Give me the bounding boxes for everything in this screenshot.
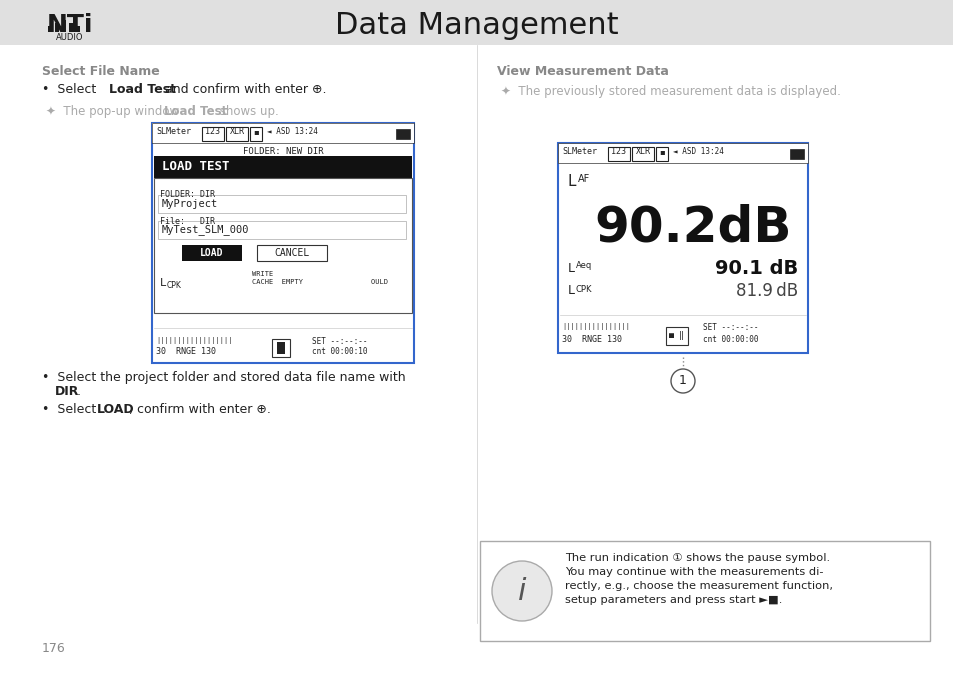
- Text: Data Management: Data Management: [335, 11, 618, 40]
- Text: XLR: XLR: [230, 127, 244, 137]
- Text: 90.1 dB: 90.1 dB: [714, 258, 797, 277]
- Text: , confirm with enter ⊕.: , confirm with enter ⊕.: [129, 403, 271, 416]
- Bar: [607, 147, 629, 161]
- Bar: [226, 127, 248, 141]
- Bar: [202, 127, 224, 141]
- Text: FOLDER: DIR: FOLDER: DIR: [160, 190, 214, 199]
- Bar: [182, 245, 242, 261]
- Text: LOAD TEST: LOAD TEST: [162, 160, 230, 174]
- Text: SLMeter: SLMeter: [156, 127, 191, 137]
- Text: ◄ ASD 13:24: ◄ ASD 13:24: [672, 147, 723, 157]
- Text: 1: 1: [679, 374, 686, 388]
- Bar: [62, 20, 66, 32]
- Bar: [152, 123, 414, 143]
- Text: 30  RNGE 130: 30 RNGE 130: [561, 334, 621, 343]
- Text: •  Select the project folder and stored data file name with: • Select the project folder and stored d…: [42, 371, 405, 384]
- Bar: [656, 147, 667, 161]
- Text: ||||||||||||||||||: ||||||||||||||||||: [156, 337, 233, 345]
- Text: i: i: [517, 577, 526, 606]
- Bar: [395, 129, 410, 139]
- Text: 176: 176: [42, 641, 66, 655]
- Text: L: L: [567, 285, 575, 297]
- Bar: [256, 245, 327, 261]
- FancyBboxPatch shape: [558, 143, 807, 353]
- Bar: [665, 327, 687, 345]
- Text: LOAD: LOAD: [200, 248, 224, 258]
- Circle shape: [670, 369, 695, 393]
- Bar: [250, 127, 262, 141]
- Text: ✦  The pop-up window: ✦ The pop-up window: [46, 105, 183, 118]
- Text: SET --:--:--: SET --:--:--: [312, 336, 367, 345]
- Bar: [76, 26, 80, 32]
- Text: 81.9 dB: 81.9 dB: [735, 282, 797, 300]
- Text: shows up.: shows up.: [215, 105, 278, 118]
- Bar: [558, 143, 807, 163]
- Text: 90.2dB: 90.2dB: [594, 204, 791, 252]
- Text: 123: 123: [205, 127, 220, 137]
- Text: L: L: [567, 262, 575, 275]
- Text: CPK: CPK: [167, 281, 182, 291]
- FancyBboxPatch shape: [479, 541, 929, 641]
- Text: MyTest_SLM_000: MyTest_SLM_000: [162, 225, 250, 236]
- Text: L: L: [160, 278, 166, 288]
- Text: ■ ‖: ■ ‖: [669, 332, 684, 341]
- Text: 123: 123: [611, 147, 626, 157]
- Text: ✦  The previously stored measurement data is displayed.: ✦ The previously stored measurement data…: [500, 85, 840, 98]
- Text: ||||||||||||||||: ||||||||||||||||: [561, 324, 629, 330]
- Bar: [158, 221, 406, 239]
- Text: XLR: XLR: [635, 147, 650, 157]
- Text: 30  RNGE 130: 30 RNGE 130: [156, 347, 215, 355]
- Bar: [153, 178, 412, 313]
- Text: SLMeter: SLMeter: [561, 147, 597, 157]
- Text: cnt 00:00:00: cnt 00:00:00: [702, 334, 758, 343]
- Bar: [789, 149, 803, 159]
- Text: AF: AF: [578, 174, 590, 184]
- Text: cnt 00:00:10: cnt 00:00:10: [312, 347, 367, 355]
- Bar: [276, 342, 285, 354]
- Text: ▪: ▪: [253, 127, 258, 137]
- Text: NTi: NTi: [47, 13, 93, 37]
- Text: LOAD: LOAD: [97, 403, 134, 416]
- FancyBboxPatch shape: [152, 123, 414, 363]
- Bar: [48, 26, 52, 32]
- Text: File:   DIR: File: DIR: [160, 217, 214, 226]
- Bar: [272, 339, 290, 357]
- Text: Load Test: Load Test: [164, 105, 227, 118]
- Text: ◄ ASD 13:24: ◄ ASD 13:24: [267, 127, 317, 137]
- Bar: [152, 123, 414, 143]
- Text: WRITE
CACHE  EMPTY                OULD: WRITE CACHE EMPTY OULD: [252, 271, 388, 285]
- Text: and confirm with enter ⊕.: and confirm with enter ⊕.: [161, 83, 326, 96]
- Bar: [69, 23, 73, 32]
- Bar: [55, 23, 59, 32]
- Bar: [631, 147, 654, 161]
- Text: L: L: [567, 174, 576, 188]
- Text: CANCEL: CANCEL: [274, 248, 310, 258]
- Text: FOLDER: NEW DIR: FOLDER: NEW DIR: [242, 147, 323, 155]
- Text: .: .: [77, 385, 81, 398]
- Text: AUDIO: AUDIO: [56, 32, 84, 42]
- Text: ▪: ▪: [659, 147, 664, 157]
- Text: Select File Name: Select File Name: [42, 65, 159, 78]
- FancyBboxPatch shape: [0, 0, 953, 45]
- Bar: [158, 195, 406, 213]
- Text: DIR: DIR: [55, 385, 79, 398]
- Text: •  Select: • Select: [42, 83, 100, 96]
- Text: SET --:--:--: SET --:--:--: [702, 322, 758, 332]
- Text: View Measurement Data: View Measurement Data: [497, 65, 668, 78]
- Circle shape: [492, 561, 552, 621]
- Text: Load Test: Load Test: [109, 83, 175, 96]
- Text: CPK: CPK: [576, 285, 592, 293]
- Text: Aeq: Aeq: [576, 262, 592, 271]
- Text: MyProject: MyProject: [162, 199, 218, 209]
- Bar: [153, 156, 412, 178]
- Text: •  Select: • Select: [42, 403, 100, 416]
- Text: The run indication ① shows the pause symbol.
You may continue with the measureme: The run indication ① shows the pause sym…: [564, 553, 832, 605]
